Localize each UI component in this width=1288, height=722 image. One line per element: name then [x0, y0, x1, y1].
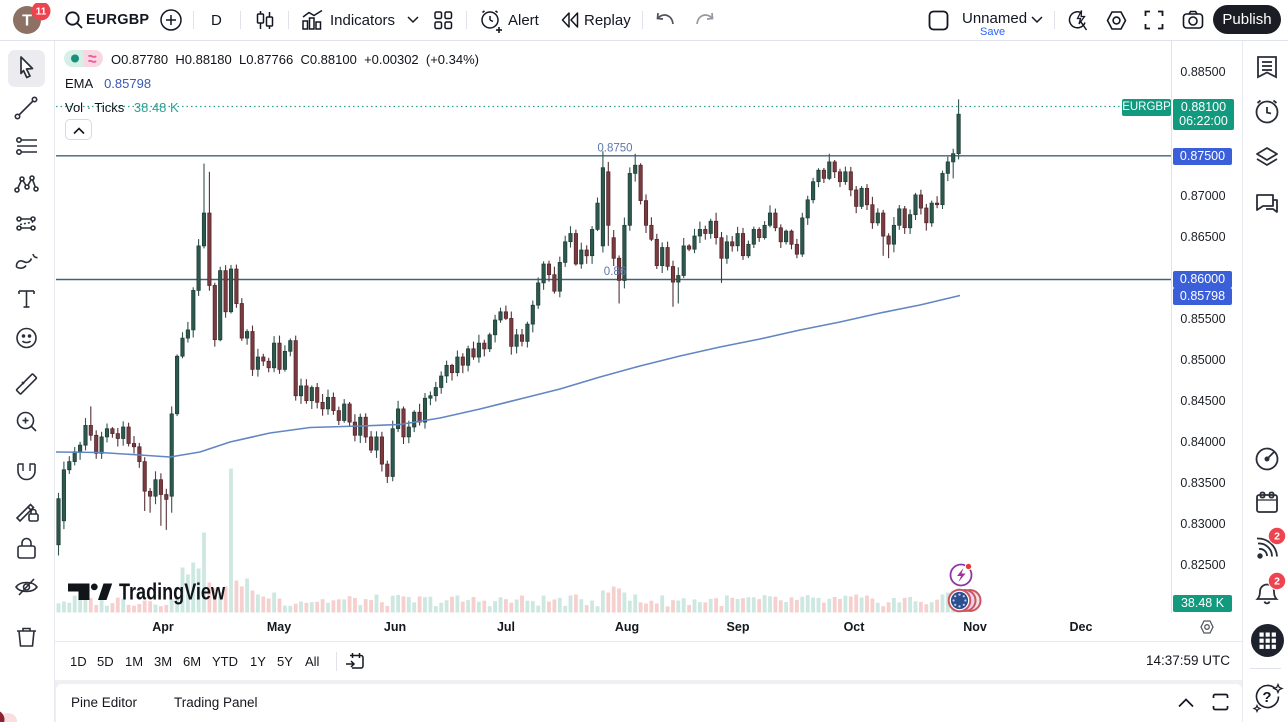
svg-text:TradingView: TradingView — [119, 579, 225, 605]
svg-text:0.86: 0.86 — [604, 266, 626, 278]
svg-text:11: 11 — [36, 7, 47, 18]
svg-text:2: 2 — [1274, 576, 1280, 588]
svg-text:T: T — [22, 13, 32, 30]
svg-text:0.8750: 0.8750 — [597, 143, 632, 155]
svg-text:2: 2 — [1274, 531, 1280, 543]
svg-text:?: ? — [1262, 689, 1271, 706]
